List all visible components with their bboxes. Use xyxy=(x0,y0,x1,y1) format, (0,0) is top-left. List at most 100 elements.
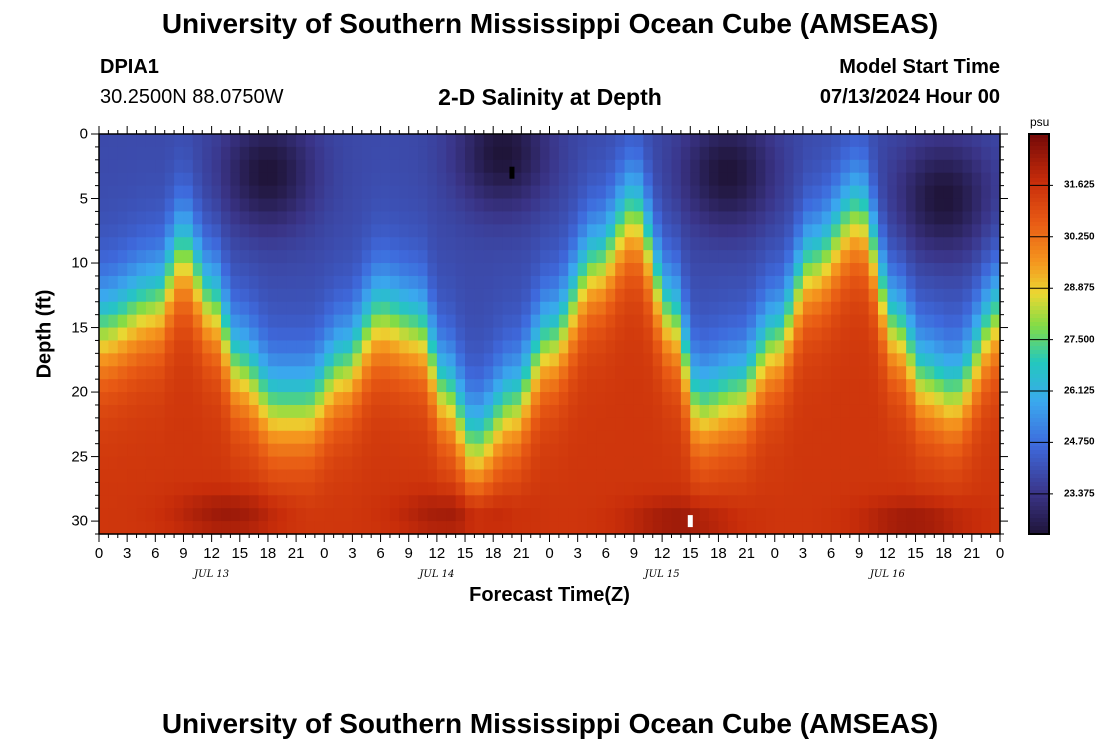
heatmap-cell xyxy=(305,417,316,432)
heatmap-cell xyxy=(896,185,907,200)
heatmap-cell xyxy=(699,417,710,432)
heatmap-cell xyxy=(343,301,354,316)
heatmap-cell xyxy=(577,172,588,187)
heatmap-cell xyxy=(530,379,541,393)
heatmap-cell xyxy=(202,508,213,522)
heatmap-cell xyxy=(239,521,250,535)
heatmap-cell xyxy=(887,340,898,354)
heatmap-cell xyxy=(117,185,128,200)
heatmap-cell xyxy=(296,159,307,174)
heatmap-cell xyxy=(990,250,1001,264)
colorbar-tick-label: 31.625 xyxy=(1064,179,1095,191)
heatmap-cell xyxy=(671,521,682,535)
heatmap-cell xyxy=(812,288,823,303)
heatmap-cell xyxy=(249,288,260,303)
heatmap-cell xyxy=(286,521,297,535)
heatmap-cell xyxy=(211,211,222,225)
heatmap-cell xyxy=(352,327,363,342)
heatmap-cell xyxy=(859,443,870,458)
heatmap-cell xyxy=(558,404,569,419)
heatmap-cell xyxy=(802,301,813,316)
heatmap-cell xyxy=(709,469,720,483)
heatmap-cell xyxy=(906,146,917,161)
heatmap-cell xyxy=(371,275,382,290)
heatmap-cell xyxy=(361,263,372,277)
colorbar-segment xyxy=(1029,326,1049,331)
heatmap-cell xyxy=(221,392,231,406)
heatmap-cell xyxy=(493,185,504,200)
heatmap-cell xyxy=(784,353,795,367)
heatmap-cell xyxy=(277,521,288,535)
heatmap-cell xyxy=(765,392,776,406)
heatmap-cell xyxy=(296,508,307,522)
heatmap-cell xyxy=(906,379,917,393)
heatmap-cell xyxy=(587,314,598,329)
heatmap-cell xyxy=(371,430,382,445)
heatmap-cell xyxy=(389,250,400,264)
heatmap-cell xyxy=(258,379,269,393)
heatmap-cell xyxy=(155,172,166,187)
heatmap-cell xyxy=(549,417,560,432)
heatmap-cell xyxy=(652,263,663,277)
heatmap-cell xyxy=(211,185,222,200)
heatmap-cell xyxy=(849,482,860,496)
heatmap-cell xyxy=(812,172,823,187)
heatmap-cell xyxy=(324,288,335,303)
heatmap-cell xyxy=(136,288,147,303)
heatmap-cell xyxy=(577,508,588,522)
heatmap-cell xyxy=(202,263,213,277)
heatmap-cell xyxy=(906,430,917,445)
heatmap-cell xyxy=(540,482,551,496)
heatmap-cell xyxy=(164,224,175,238)
heatmap-cell xyxy=(314,417,325,432)
heatmap-cell xyxy=(718,250,729,264)
heatmap-cell xyxy=(774,417,785,432)
heatmap-cell xyxy=(934,134,945,148)
heatmap-cell xyxy=(99,482,109,496)
heatmap-cell xyxy=(502,340,513,354)
heatmap-cell xyxy=(934,521,945,535)
colorbar-segment xyxy=(1029,438,1049,443)
heatmap-cell xyxy=(859,224,870,238)
colorbar-tick-label: 30.250 xyxy=(1064,231,1095,243)
heatmap-cell xyxy=(652,146,663,161)
heatmap-cell xyxy=(953,172,964,187)
heatmap-cell xyxy=(690,404,701,419)
heatmap-cell xyxy=(924,146,935,161)
heatmap-cell xyxy=(267,314,278,329)
heatmap-cell xyxy=(164,366,175,380)
heatmap-cell xyxy=(831,404,842,419)
heatmap-cell xyxy=(399,172,410,187)
heatmap-cell xyxy=(990,340,1001,354)
heatmap-cell xyxy=(286,404,297,419)
heatmap-cell xyxy=(596,417,607,432)
heatmap-cell xyxy=(896,288,907,303)
heatmap-cell xyxy=(587,211,598,225)
heatmap-cell xyxy=(633,263,644,277)
heatmap-cell xyxy=(718,495,729,509)
heatmap-cell xyxy=(831,469,842,483)
heatmap-cell xyxy=(258,508,269,522)
heatmap-cell xyxy=(737,404,748,419)
heatmap-cell xyxy=(906,263,917,277)
heatmap-cell xyxy=(718,314,729,329)
colorbar-segment xyxy=(1029,358,1049,363)
heatmap-cell xyxy=(408,198,419,213)
heatmap-cell xyxy=(540,392,551,406)
y-tick-label: 30 xyxy=(71,512,88,530)
heatmap-cell xyxy=(558,366,569,380)
heatmap-cell xyxy=(371,263,382,277)
heatmap-cell xyxy=(361,443,372,458)
heatmap-cell xyxy=(737,392,748,406)
heatmap-cell xyxy=(324,469,335,483)
heatmap-cell xyxy=(652,379,663,393)
heatmap-cell xyxy=(821,159,832,174)
heatmap-cell xyxy=(718,417,729,432)
heatmap-cell xyxy=(633,146,644,161)
heatmap-cell xyxy=(192,482,203,496)
x-tick-label: 12 xyxy=(428,545,446,562)
heatmap-cell xyxy=(868,134,879,148)
heatmap-cell xyxy=(746,340,757,354)
heatmap-cell xyxy=(549,495,560,509)
heatmap-cell xyxy=(436,482,447,496)
